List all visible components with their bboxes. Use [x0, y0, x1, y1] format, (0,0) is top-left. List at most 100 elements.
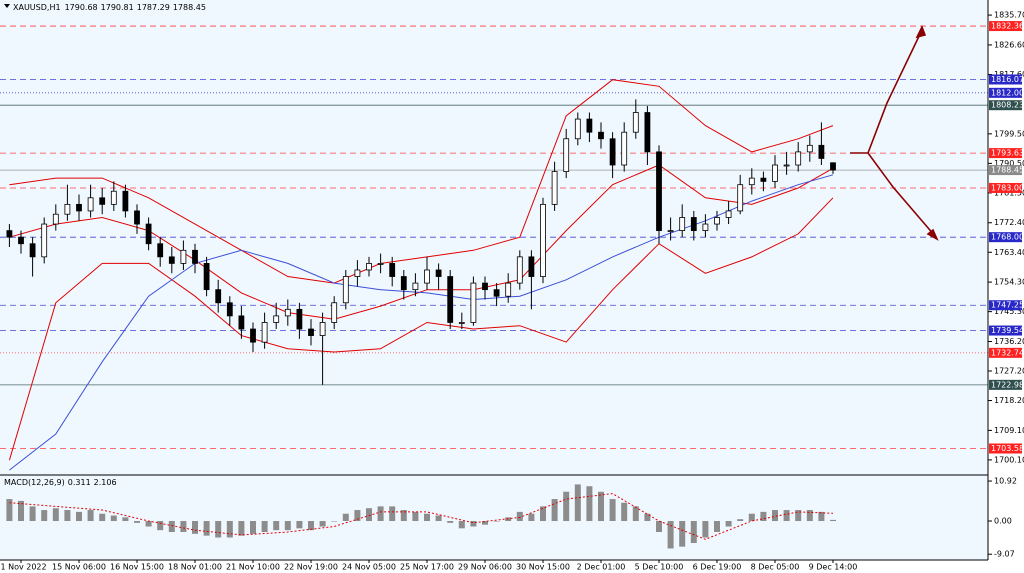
macd-bar — [482, 521, 488, 525]
macd-bar — [609, 499, 616, 522]
macd-bar — [725, 521, 732, 527]
macd-bar — [308, 521, 314, 531]
candle-body — [505, 282, 512, 297]
macd-bar — [714, 521, 720, 532]
level-label: 1788.45 — [991, 166, 1024, 175]
candle-body — [412, 282, 419, 291]
macd-bar — [192, 521, 198, 534]
level-tag — [989, 100, 1022, 111]
macd-bar — [110, 515, 117, 522]
macd-bar — [806, 510, 813, 522]
arrow-head — [915, 25, 927, 39]
macd-bar — [516, 511, 523, 522]
candle-body — [157, 243, 164, 258]
candle-body — [110, 190, 117, 205]
macd-bar — [29, 506, 36, 522]
macd-title: MACD(12,26,9) — [4, 478, 65, 487]
candle-body — [354, 269, 361, 277]
level-tag — [989, 74, 1022, 85]
y-tick-label: 1799.50 — [994, 129, 1024, 138]
x-tick-label: 24 Nov 05:00 — [342, 563, 396, 572]
candle-body — [470, 282, 477, 323]
candle-body — [540, 203, 546, 277]
macd-bar — [412, 511, 419, 522]
macd-bar — [702, 521, 709, 538]
macd-bar — [400, 510, 407, 522]
y-tick-label: 1763.40 — [994, 248, 1024, 257]
macd-bar — [331, 521, 338, 522]
macd-bar — [203, 521, 210, 536]
candle-body — [29, 243, 36, 258]
macd-bar — [52, 508, 59, 522]
candle-body — [551, 171, 558, 205]
macd-bar — [284, 521, 291, 531]
macd-bar — [424, 513, 430, 522]
candle-body — [609, 138, 616, 166]
last-high: 1790.81 — [101, 3, 134, 12]
candle-body — [226, 302, 233, 317]
macd-bar — [342, 513, 349, 522]
macd-bar — [261, 521, 268, 532]
candle-body — [99, 197, 106, 205]
y-tick-label: 1727.20 — [994, 367, 1024, 376]
y-tick-label: 1835.70 — [994, 11, 1024, 20]
y-tick-label: 1754.30 — [994, 278, 1024, 287]
last-low: 1787.29 — [137, 3, 170, 12]
level-label: 1722.98 — [991, 380, 1024, 389]
level-tag — [989, 443, 1022, 454]
candle-body — [760, 177, 767, 182]
forecast-arrows — [850, 25, 939, 241]
level-label: 1703.58 — [991, 444, 1024, 453]
macd-bar — [41, 510, 48, 522]
level-label: 1732.74 — [991, 348, 1024, 357]
macd-tick-label: 0.00 — [994, 517, 1012, 526]
candle-body — [424, 269, 430, 284]
macd-bar — [87, 510, 94, 522]
macd-bar — [458, 521, 465, 529]
candle-body — [447, 276, 454, 323]
candle-body — [644, 112, 651, 153]
macd-bar — [656, 521, 662, 532]
candle-body — [215, 289, 222, 304]
level-label: 1812.00 — [991, 88, 1024, 97]
menu-triangle — [4, 4, 10, 8]
y-tick-label: 1817.60 — [994, 70, 1024, 79]
macd-bar — [598, 491, 604, 522]
macd-bar — [435, 515, 442, 522]
level-label: 1816.07 — [991, 75, 1024, 84]
candle-body — [702, 223, 709, 232]
candle-body — [52, 213, 59, 225]
signal-last: 2.106 — [94, 478, 117, 487]
last-close: 1788.45 — [173, 3, 206, 12]
x-tick-label: 30 Nov 15:00 — [516, 563, 570, 572]
candle-body — [795, 151, 802, 166]
candle-body — [308, 328, 314, 336]
candle-body — [632, 112, 639, 133]
macd-last: 0.311 — [68, 478, 91, 487]
macd-bar — [215, 521, 222, 538]
candle-body — [389, 263, 396, 277]
candle-body — [482, 282, 488, 291]
macd-bar — [377, 506, 384, 522]
macd-bar — [690, 521, 697, 543]
level-tag — [989, 87, 1022, 98]
level-tag — [989, 21, 1022, 32]
candle-body — [319, 322, 326, 336]
macd-bar — [76, 511, 82, 522]
level-label: 1768.00 — [991, 233, 1024, 242]
macd-bar — [354, 510, 361, 522]
candle-body — [748, 177, 755, 186]
candle-body — [342, 276, 349, 304]
candle-body — [192, 249, 198, 264]
candle-body — [76, 203, 82, 212]
candle-body — [679, 217, 686, 232]
candle-body — [830, 162, 836, 171]
candle-body — [250, 328, 256, 343]
indicator-line — [8, 197, 834, 461]
macd-bar — [273, 521, 280, 531]
macd-bar — [64, 510, 71, 522]
level-tag — [989, 232, 1022, 243]
y-tick-label: 1718.20 — [994, 396, 1024, 405]
x-tick-label: 21 Nov 10:00 — [226, 563, 280, 572]
